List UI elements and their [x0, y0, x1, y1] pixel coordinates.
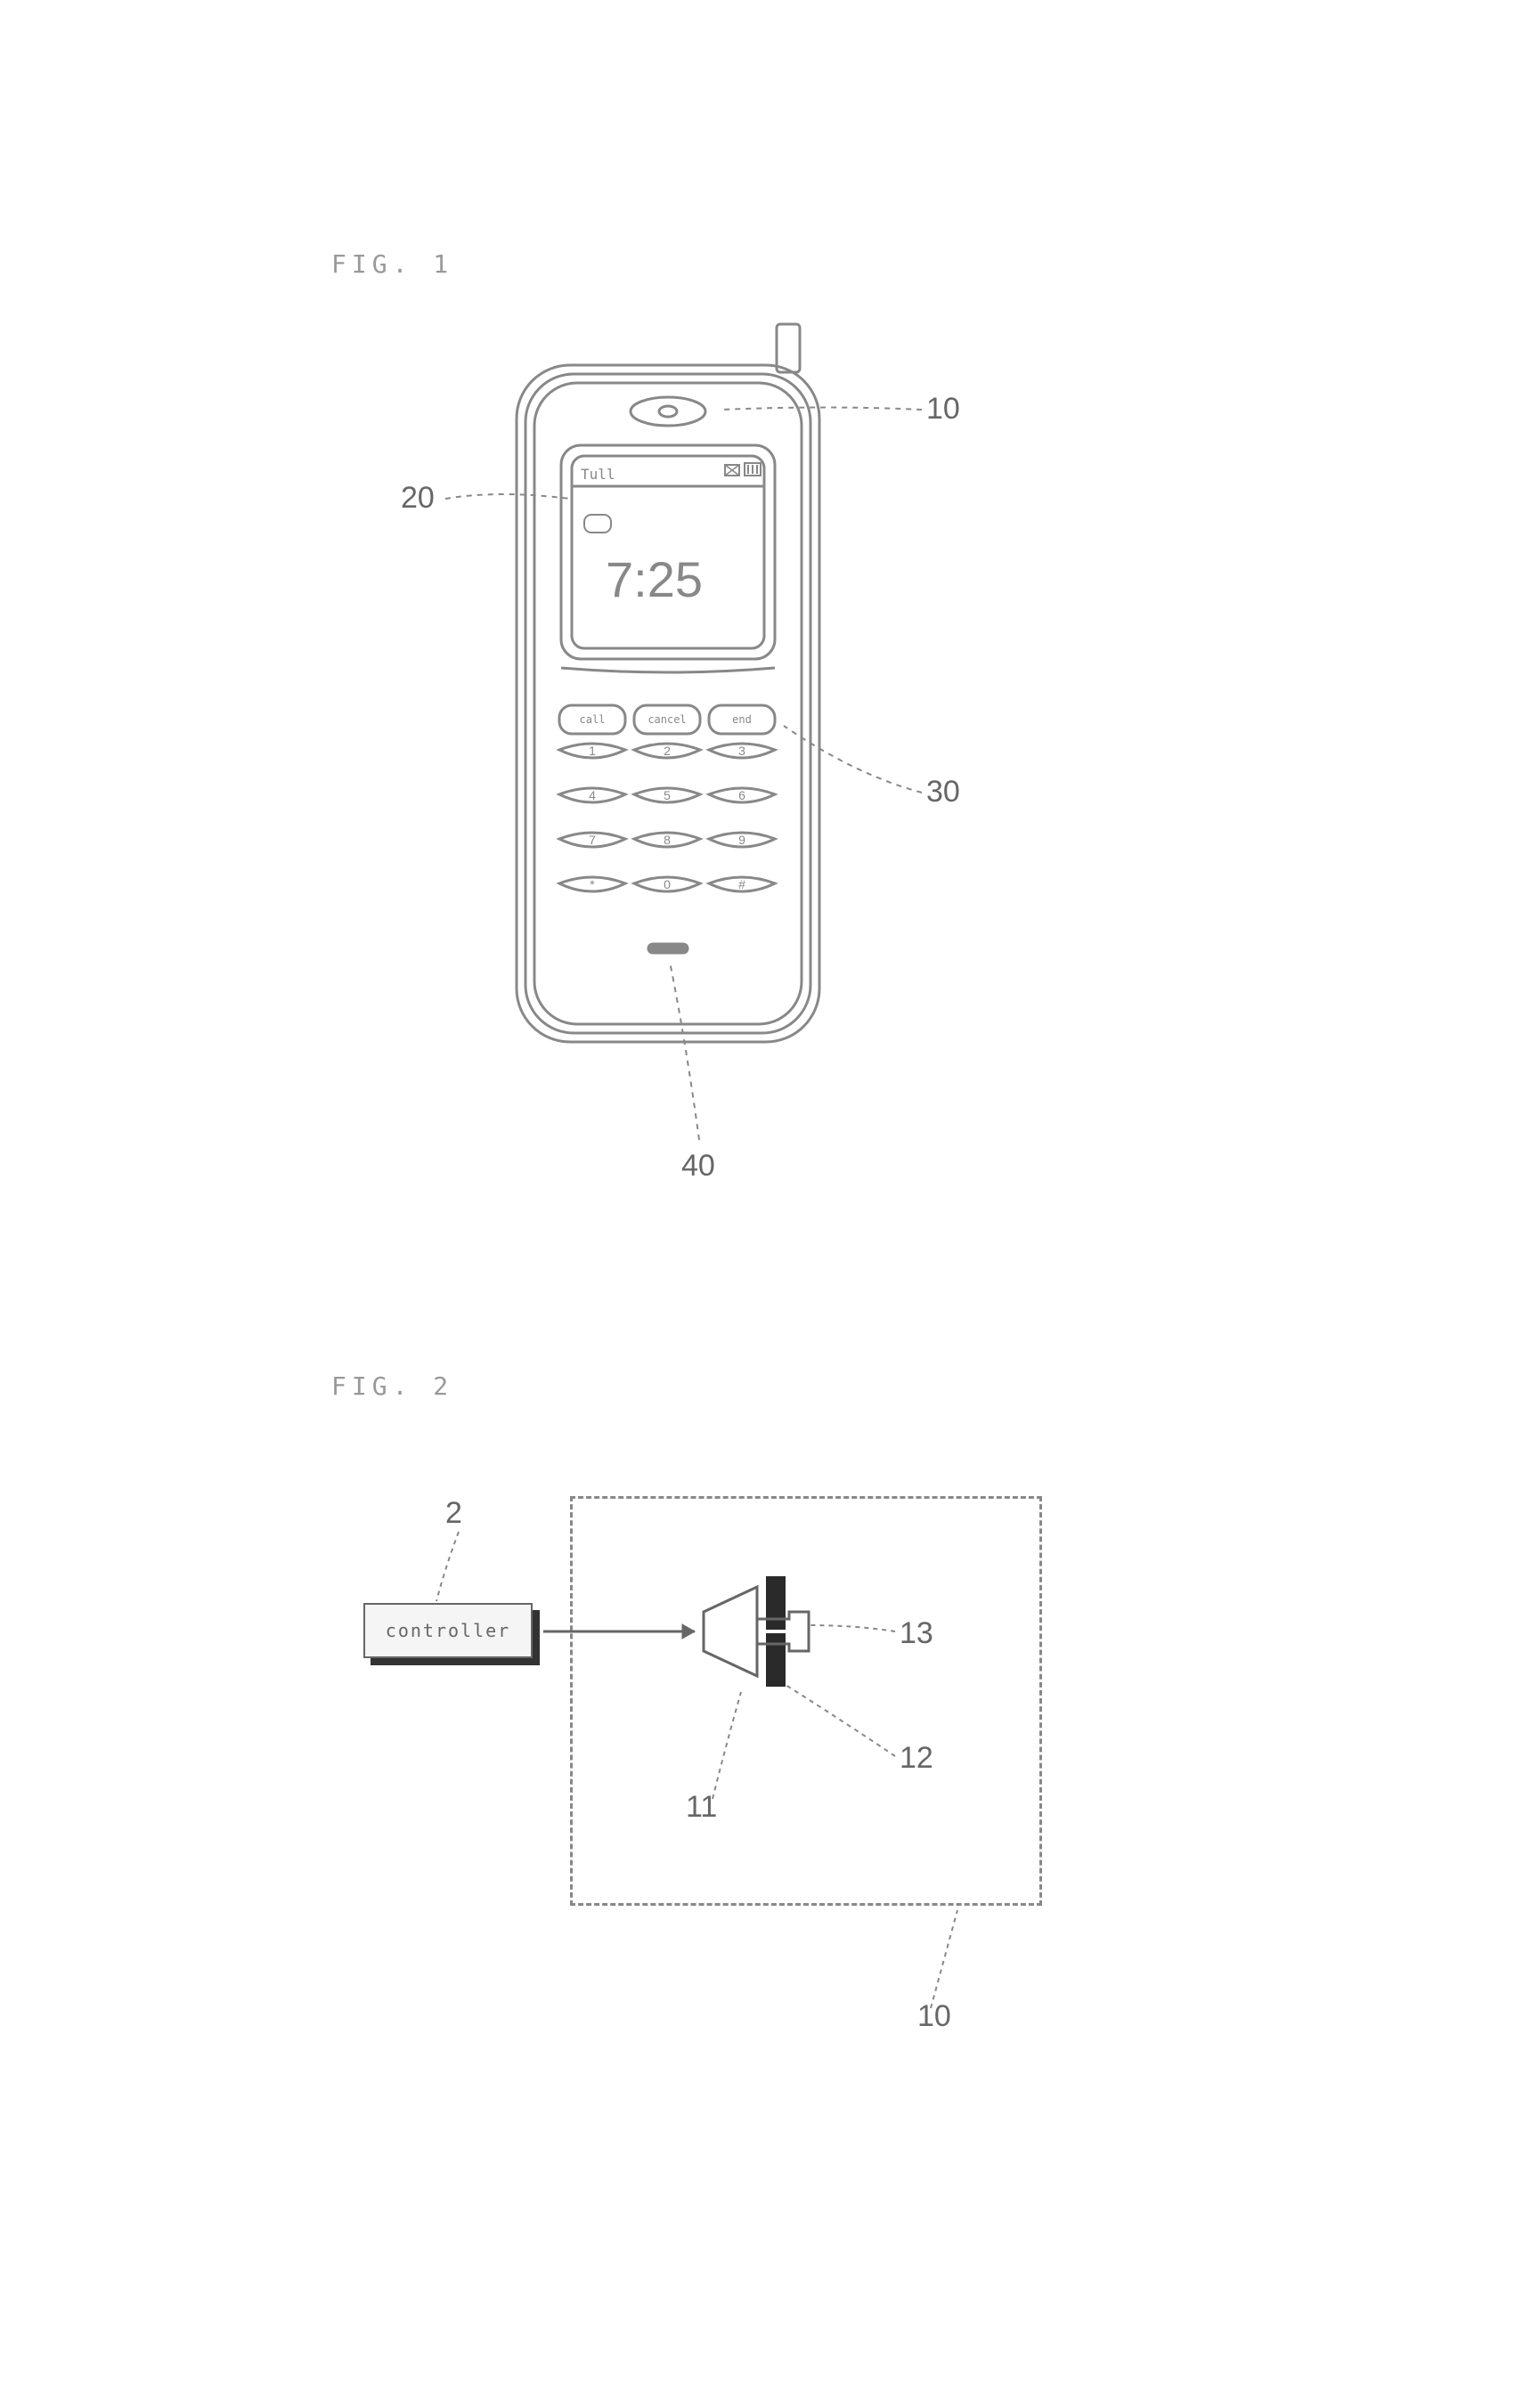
- fig1-leaders: [0, 0, 1515, 1247]
- ref-2-fig2: 2: [445, 1496, 462, 1531]
- fig2-label: FIG. 2: [331, 1371, 453, 1401]
- ref-12-fig2: 12: [900, 1741, 933, 1776]
- ref-10-fig2: 10: [917, 1999, 951, 2034]
- ref-30-fig1: 30: [926, 775, 960, 809]
- ref-13-fig2: 13: [900, 1616, 933, 1651]
- patent-figure-page: FIG. 1: [0, 0, 1515, 2408]
- ref-11-fig2: 11: [686, 1790, 717, 1825]
- ref-10-fig1: 10: [926, 392, 960, 427]
- fig2-leaders: [0, 1425, 1515, 2315]
- ref-20-fig1: 20: [401, 481, 435, 516]
- ref-40-fig1: 40: [681, 1149, 715, 1184]
